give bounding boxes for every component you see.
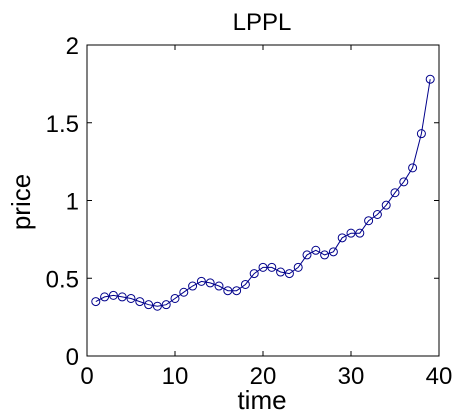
data-point (249, 269, 259, 279)
x-axis-label: time (237, 385, 286, 415)
data-point (232, 286, 242, 296)
data-point (205, 278, 215, 288)
data-point (240, 279, 250, 289)
data-point (152, 301, 162, 311)
data-point (390, 188, 400, 198)
y-tick-label: 2 (66, 33, 79, 60)
data-point (161, 300, 171, 310)
data-point (399, 177, 409, 187)
data-point (355, 228, 365, 238)
data-point (126, 293, 136, 303)
data-point (214, 281, 224, 291)
data-point (91, 297, 101, 307)
data-point (416, 129, 426, 139)
y-tick-label: 1 (66, 189, 79, 216)
data-point (188, 281, 198, 291)
data-point (108, 290, 118, 300)
y-axis: 0 0.5 1 1.5 2 (46, 33, 439, 371)
data-point (337, 233, 347, 243)
data-point (425, 74, 435, 84)
data-point (346, 228, 356, 238)
data-point (267, 262, 277, 272)
x-tick-label: 10 (162, 363, 189, 390)
data-point (408, 163, 418, 173)
data-point (276, 267, 286, 277)
data-point (223, 286, 233, 296)
data-point (328, 247, 338, 257)
x-axis: 0 10 20 30 40 (80, 45, 452, 390)
data-point (196, 276, 206, 286)
data-point (100, 292, 110, 302)
data-point (284, 269, 294, 279)
data-point (170, 293, 180, 303)
y-tick-label: 0.5 (46, 266, 79, 293)
data-point (179, 287, 189, 297)
x-tick-label: 20 (250, 363, 277, 390)
data-point (364, 216, 374, 226)
x-tick-label: 40 (426, 363, 453, 390)
x-tick-label: 0 (80, 363, 93, 390)
data-point (302, 250, 312, 260)
series-markers (91, 74, 435, 311)
data-point (320, 250, 330, 260)
y-axis-label: price (6, 174, 36, 230)
data-point (311, 245, 321, 255)
data-point (117, 292, 127, 302)
data-point (293, 262, 303, 272)
data-point (381, 200, 391, 210)
data-point (258, 262, 268, 272)
y-tick-label: 0 (66, 344, 79, 371)
y-tick-label: 1.5 (46, 111, 79, 138)
data-point (144, 300, 154, 310)
chart-title: LPPL (233, 9, 292, 36)
data-point (135, 297, 145, 307)
x-tick-label: 30 (338, 363, 365, 390)
data-point (372, 209, 382, 219)
series-line (95, 79, 431, 307)
plot-area (86, 44, 440, 357)
